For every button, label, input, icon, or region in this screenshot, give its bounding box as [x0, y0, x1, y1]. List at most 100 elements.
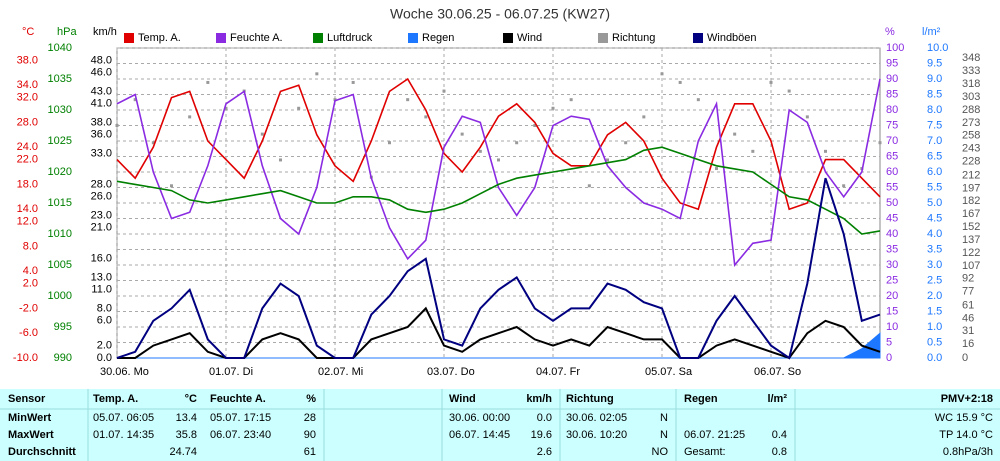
table-cell: MaxWert [8, 429, 54, 441]
y-tick-label: 1025 [48, 135, 72, 147]
direction-dot [206, 80, 210, 84]
y-tick-label: 1000 [48, 290, 72, 302]
direction-dot [733, 132, 737, 136]
table-cell: 0.8 [772, 446, 787, 458]
legend-swatch [408, 33, 418, 43]
direction-dot [551, 106, 555, 110]
y-tick-label: 36.0 [91, 129, 112, 141]
table-cell: 24.74 [169, 446, 197, 458]
y-tick-label: 28.0 [91, 178, 112, 190]
y-tick-label: 10.0 [927, 42, 948, 54]
table-cell: PMV+2:18 [941, 393, 993, 405]
legend-label: Regen [422, 32, 454, 44]
legend-label: Feuchte A. [230, 32, 283, 44]
direction-dot [297, 106, 301, 110]
y-tick-label: 18.0 [17, 178, 38, 190]
y-tick-label: 1005 [48, 259, 72, 271]
series-line [116, 177, 881, 360]
y-tick-label: -6.0 [19, 327, 38, 339]
direction-dot [260, 132, 264, 136]
direction-dot [388, 141, 391, 145]
direction-dot [478, 149, 482, 153]
x-tick-label: 03.07. Do [427, 366, 475, 378]
direction-dot [133, 98, 137, 102]
table-cell: Wind [449, 393, 476, 405]
table-cell: N [660, 429, 668, 441]
y-tick-label: 0 [962, 352, 968, 364]
direction-dot [587, 184, 591, 188]
y-tick-label: 92 [962, 273, 974, 285]
table-cell: Regen [684, 393, 718, 405]
y-tick-label: 8.5 [927, 88, 942, 100]
table-cell: 2.6 [537, 446, 552, 458]
table-cell: °C [185, 393, 197, 405]
y-tick-label: 5.5 [927, 181, 942, 193]
y-tick-label: 2.0 [97, 340, 112, 352]
y-tick-label: 1.5 [927, 305, 942, 317]
direction-dot [442, 89, 446, 93]
table-cell: Feuchte A. [210, 393, 266, 405]
y-tick-label: 100 [886, 42, 904, 54]
legend-swatch [216, 33, 226, 43]
direction-dot [878, 141, 882, 145]
y-tick-label: 6.5 [927, 150, 942, 162]
table-cell: 61 [304, 446, 316, 458]
y-tick-label: 16 [962, 338, 974, 350]
y-tick-label: 13.0 [91, 271, 112, 283]
table-cell: 05.07. 17:15 [210, 412, 271, 424]
direction-dot [787, 89, 791, 93]
direction-dot [188, 115, 192, 119]
y-tick-label: 11.0 [91, 284, 112, 296]
direction-dot [642, 115, 646, 119]
direction-dot [715, 167, 718, 171]
y-tick-label: 0 [886, 352, 892, 364]
y-tick-label: 1020 [48, 166, 72, 178]
y-tick-label: 1010 [48, 228, 72, 240]
legend-swatch [313, 33, 323, 43]
y-tick-label: 41.0 [91, 98, 112, 110]
legend-label: Richtung [612, 32, 655, 44]
chart-title: Woche 30.06.25 - 06.07.25 (KW27) [390, 6, 610, 22]
table-cell: 06.07. 14:45 [449, 429, 510, 441]
y-tick-label: 23.0 [91, 209, 112, 221]
legend-swatch [598, 33, 608, 43]
y-tick-label: 182 [962, 195, 980, 207]
legend-label: Windböen [707, 32, 757, 44]
table-cell: 01.07. 14:35 [93, 429, 154, 441]
axis-unit-label: % [885, 26, 895, 38]
y-tick-label: 1035 [48, 73, 72, 85]
table-cell: Gesamt: [684, 446, 726, 458]
y-tick-label: 333 [962, 65, 980, 77]
direction-dot [660, 72, 664, 76]
direction-dot [406, 98, 410, 102]
legend-label: Luftdruck [327, 32, 373, 44]
direction-dot [115, 124, 119, 127]
y-tick-label: 14.0 [17, 203, 38, 215]
axis-unit-label: l/m² [922, 26, 941, 38]
table-cell: 90 [304, 429, 316, 441]
y-tick-label: 61 [962, 299, 974, 311]
y-tick-label: 16.0 [91, 253, 112, 265]
y-tick-label: 7.0 [927, 135, 942, 147]
y-tick-label: 20 [886, 290, 898, 302]
y-tick-label: 80 [886, 104, 898, 116]
table-cell: 30.06. 02:05 [566, 412, 627, 424]
y-tick-label: 258 [962, 130, 980, 142]
table-cell: MinWert [8, 412, 52, 424]
y-tick-label: 8.0 [97, 302, 112, 314]
y-tick-label: 55 [886, 181, 898, 193]
direction-dot [696, 98, 700, 102]
y-tick-label: 4.0 [927, 228, 942, 240]
y-tick-label: 228 [962, 156, 980, 168]
y-tick-label: 43.0 [91, 85, 112, 97]
y-tick-label: 137 [962, 234, 980, 246]
direction-dot [333, 98, 337, 102]
y-tick-label: 26.0 [91, 191, 112, 203]
y-tick-label: 35 [886, 243, 898, 255]
table-cell: % [306, 393, 316, 405]
direction-dot [351, 80, 355, 84]
y-tick-label: 48.0 [91, 54, 112, 66]
y-tick-label: 75 [886, 119, 898, 131]
y-tick-label: 38.0 [91, 116, 112, 128]
direction-dot [224, 106, 228, 110]
